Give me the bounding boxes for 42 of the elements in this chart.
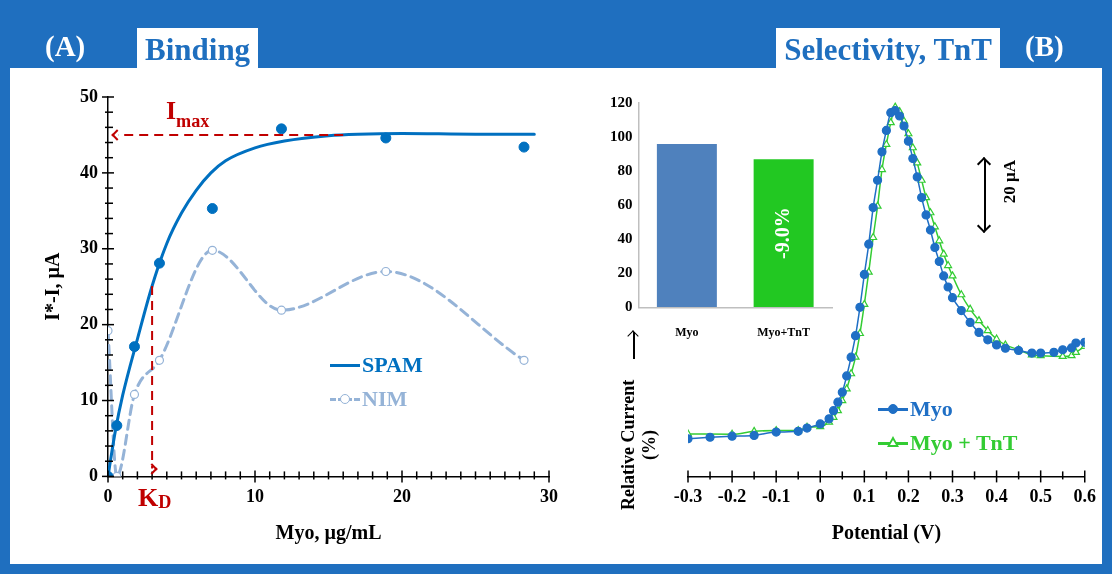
y-tick-label: 120 (610, 93, 633, 110)
y-axis-title: Relative Current (%) (618, 378, 660, 513)
x-tick-label: 0.2 (897, 485, 920, 506)
x-axis-title: Myo, µg/mL (275, 521, 382, 545)
y-tick-label: 30 (80, 237, 98, 258)
y-tick-label: 10 (80, 389, 98, 410)
annotation: 20 µA (1000, 160, 1020, 204)
y-tick-label: 40 (80, 161, 98, 182)
x-tick-label: 10 (246, 485, 264, 506)
chart-title: Binding (137, 28, 259, 70)
annotation: -9.0% (770, 207, 793, 260)
x-tick-label: -0.1 (761, 485, 791, 506)
x-tick-label: 0 (815, 485, 825, 506)
x-tick-label: -0.3 (673, 485, 703, 506)
text: (B) (1025, 30, 1064, 63)
y-tick-label: 60 (617, 196, 633, 213)
y-tick-label: 40 (617, 230, 633, 247)
x-tick-label: 20 (393, 485, 411, 506)
y-tick-label: 0 (89, 465, 98, 486)
y-tick-label: 80 (617, 162, 633, 179)
x-tick-label: 0.5 (1029, 485, 1052, 506)
legend-label: Myo (910, 396, 953, 422)
text: (A) (45, 30, 86, 63)
y-tick-label: 50 (80, 85, 98, 106)
x-tick-label: Myo+TnT (757, 324, 811, 339)
chart-title: Selectivity, TnT (776, 28, 1000, 70)
x-tick-label: 0.4 (985, 485, 1008, 506)
legend-label: Myo + TnT (910, 430, 1018, 456)
x-tick-label: 30 (540, 485, 558, 506)
y-tick-label: 20 (617, 264, 633, 281)
y-axis-title: I*-I, µA (41, 252, 65, 321)
x-tick-label: 0.1 (853, 485, 876, 506)
x-tick-label: 0.3 (941, 485, 964, 506)
x-axis-title: Potential (V) (831, 521, 942, 545)
x-tick-label: 0 (103, 485, 113, 506)
y-tick-label: 0 (625, 298, 633, 315)
y-tick-label: 100 (610, 127, 633, 144)
legend-label: NIM (362, 386, 408, 412)
x-tick-label: -0.2 (717, 485, 747, 506)
legend-label: SPAM (362, 352, 423, 378)
ref-line-label: KD (138, 483, 172, 513)
x-tick-label: 0.6 (1073, 485, 1096, 506)
